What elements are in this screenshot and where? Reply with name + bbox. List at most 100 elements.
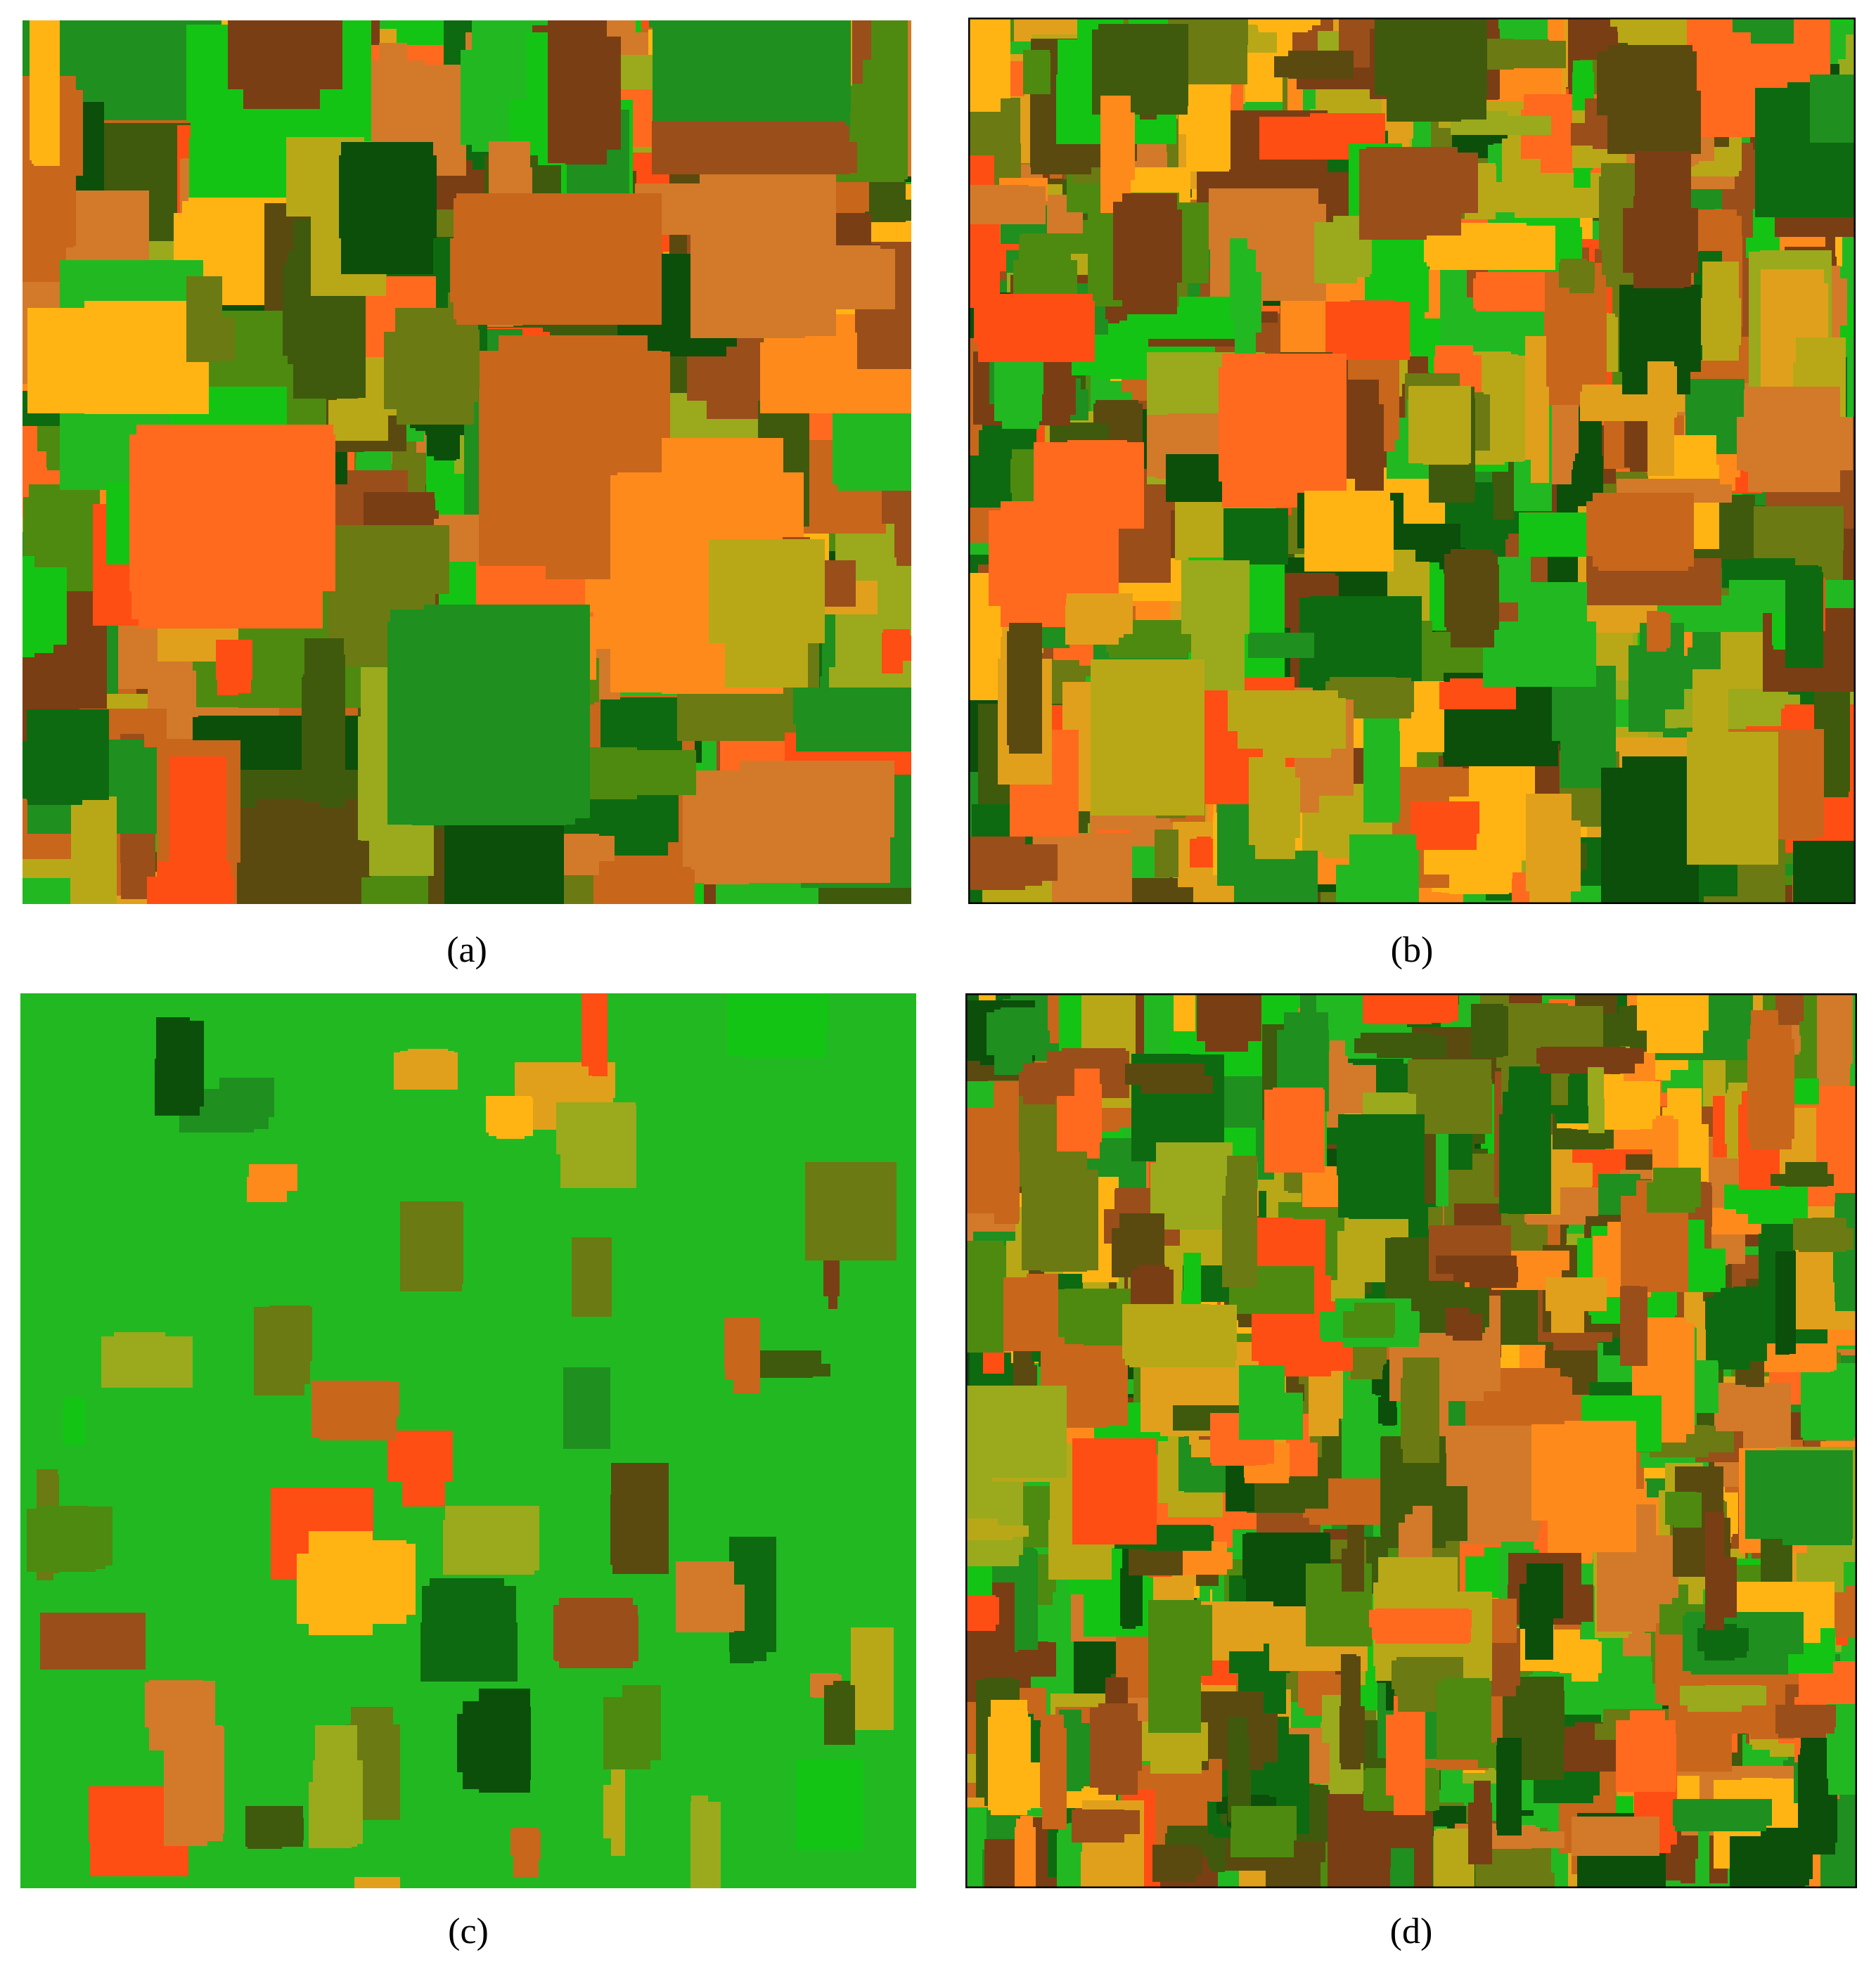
segment (968, 18, 1006, 83)
segment (1230, 238, 1247, 318)
segment (248, 1806, 282, 1849)
segment (1238, 698, 1346, 749)
segment (1094, 344, 1137, 375)
segment (1701, 298, 1741, 345)
segment (1823, 77, 1856, 132)
segment (1259, 117, 1353, 160)
segment (1796, 842, 1844, 904)
segment (727, 993, 828, 1029)
segmentation-map (968, 18, 1856, 904)
panel-border (968, 18, 1856, 904)
segment (1518, 582, 1587, 684)
segment (186, 276, 222, 362)
segment (1545, 272, 1592, 405)
segment (1411, 801, 1479, 834)
segment (1248, 633, 1314, 658)
segment (1355, 404, 1384, 493)
segment (354, 547, 435, 619)
segment (610, 475, 728, 692)
segment (53, 1512, 105, 1569)
segment (450, 238, 593, 302)
segment (851, 1627, 894, 1730)
segment (198, 716, 387, 744)
segment (1249, 757, 1285, 845)
segment (968, 185, 1029, 219)
segment (1325, 302, 1410, 360)
segment (1559, 262, 1595, 288)
segment (228, 20, 342, 89)
segment (793, 688, 911, 724)
segment (422, 1586, 516, 1681)
segment (733, 1317, 760, 1393)
segment (412, 645, 566, 825)
segment (654, 142, 857, 173)
segment (725, 579, 808, 688)
segment (1094, 666, 1200, 799)
segment (304, 638, 344, 749)
segment (1801, 141, 1856, 210)
segment (145, 1682, 212, 1727)
segment (1122, 193, 1177, 314)
segment (1359, 149, 1427, 240)
segment (169, 756, 226, 904)
segment (968, 837, 1025, 890)
segmentation-map (23, 20, 911, 904)
segment (1687, 732, 1778, 865)
segment (1593, 493, 1694, 567)
segment (968, 214, 1000, 308)
segment (1155, 830, 1178, 877)
segment (27, 718, 82, 805)
segment (1525, 336, 1546, 460)
segment (883, 629, 910, 653)
segment (341, 142, 433, 274)
segment (400, 1051, 454, 1090)
segmentation-map (20, 993, 916, 1888)
segment (333, 1381, 399, 1417)
segment (1476, 272, 1546, 311)
segment (1078, 596, 1124, 626)
segment (796, 1759, 863, 1850)
segment (835, 253, 890, 300)
segment (1029, 64, 1051, 83)
segment (463, 1518, 526, 1554)
segment (676, 1561, 734, 1632)
segment (247, 1177, 287, 1202)
segment (690, 216, 805, 338)
segment (612, 1495, 669, 1574)
segment (158, 1021, 204, 1107)
segment (1258, 18, 1312, 30)
segment (1612, 841, 1678, 856)
segment (216, 640, 252, 680)
segment (1226, 510, 1285, 542)
segment (496, 1112, 525, 1139)
segment (1368, 731, 1400, 814)
segment (1098, 24, 1188, 106)
segment (131, 492, 310, 619)
segment (1597, 51, 1697, 115)
segment (71, 818, 117, 904)
segment (269, 1305, 310, 1384)
segment (582, 993, 608, 1066)
segment (1306, 518, 1378, 561)
segment (1737, 417, 1853, 470)
segment (1785, 572, 1823, 668)
segment (1618, 18, 1695, 43)
segment (402, 1457, 445, 1507)
segment (1007, 631, 1039, 745)
segment (384, 332, 453, 409)
segment (894, 488, 911, 557)
segment (1526, 794, 1572, 859)
segment (1444, 554, 1498, 627)
segment (1387, 18, 1461, 122)
segment (1210, 204, 1326, 301)
segment (1647, 611, 1666, 652)
segment (653, 20, 850, 135)
segment (690, 1812, 717, 1888)
segment (1751, 18, 1794, 44)
segment (513, 1828, 539, 1877)
segment (1067, 440, 1127, 528)
segment (561, 1598, 622, 1667)
segment (1409, 386, 1471, 449)
